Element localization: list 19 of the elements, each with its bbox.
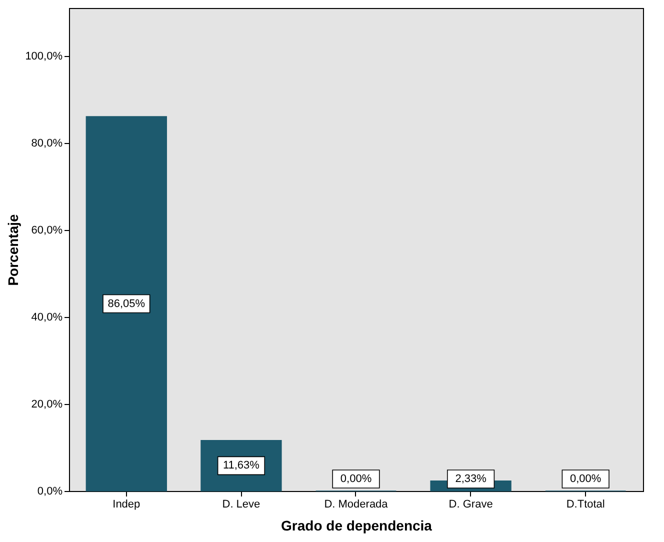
- y-axis-title: Porcentaje: [5, 214, 22, 286]
- y-tick-label: 20,0%: [31, 398, 63, 410]
- x-tick-label: D.Ttotal: [566, 498, 605, 510]
- y-tick-label: 80,0%: [31, 137, 63, 150]
- y-tick-label: 100,0%: [25, 50, 63, 62]
- bar: [86, 116, 167, 492]
- x-tick-label: D. Leve: [222, 498, 260, 510]
- x-tick-label: D. Moderada: [324, 498, 389, 510]
- x-tick-label: Indep: [112, 498, 140, 510]
- data-label: 11,63%: [222, 460, 260, 472]
- x-axis-title: Grado de dependencia: [281, 518, 432, 534]
- x-tick-label: D. Grave: [448, 498, 493, 510]
- data-label: 0,00%: [570, 473, 602, 485]
- y-tick-label: 40,0%: [31, 311, 63, 324]
- y-tick-label: 0,0%: [37, 486, 63, 498]
- data-label: 0,00%: [340, 473, 372, 485]
- data-label: 2,33%: [455, 473, 487, 485]
- data-label: 86,05%: [108, 298, 146, 310]
- y-tick-label: 60,0%: [31, 224, 63, 236]
